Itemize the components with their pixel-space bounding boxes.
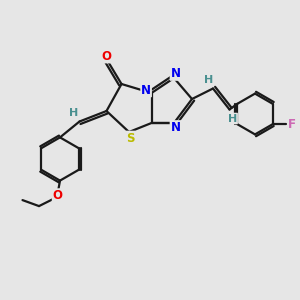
Text: F: F bbox=[288, 118, 296, 131]
Text: O: O bbox=[52, 189, 63, 202]
Text: H: H bbox=[228, 113, 237, 124]
Text: N: N bbox=[170, 67, 181, 80]
Text: S: S bbox=[126, 131, 135, 145]
Text: N: N bbox=[170, 121, 181, 134]
Text: H: H bbox=[204, 75, 213, 85]
Text: H: H bbox=[69, 108, 78, 118]
Text: N: N bbox=[141, 83, 151, 97]
Text: O: O bbox=[101, 50, 112, 63]
